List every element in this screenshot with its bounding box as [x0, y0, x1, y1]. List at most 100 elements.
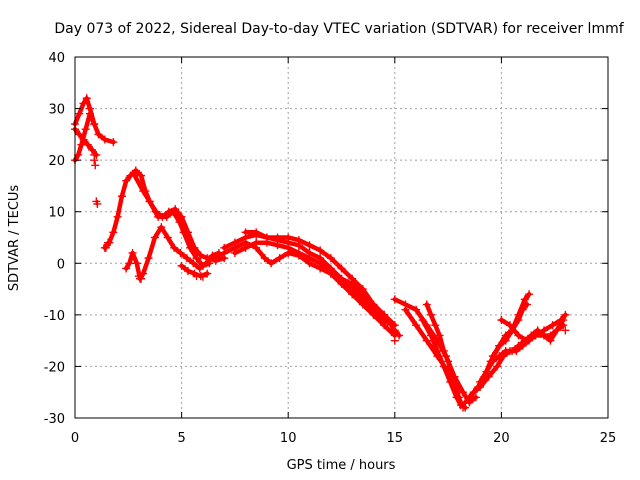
plot-frame	[74, 56, 609, 419]
data-point	[128, 248, 137, 257]
data-point	[316, 246, 325, 255]
x-tick-label: 15	[387, 431, 404, 446]
y-tick-label: 10	[48, 206, 65, 221]
data-point	[337, 279, 346, 288]
data-point	[482, 367, 491, 376]
series-track-6	[130, 171, 214, 270]
data-point	[435, 331, 444, 340]
axis-ticks: 0 5 10 15 20 25 -30 -20 -10 0 10 20 30 40	[44, 51, 617, 446]
series-track-16	[461, 321, 568, 407]
data-point	[220, 243, 229, 252]
data-point	[284, 243, 293, 252]
data-point	[83, 140, 92, 149]
data-point	[412, 305, 421, 314]
data-point	[412, 321, 421, 330]
data-point	[196, 251, 205, 260]
x-tick-label: 10	[280, 431, 297, 446]
data-point	[113, 212, 122, 221]
data-point	[284, 233, 293, 242]
data-point	[488, 352, 497, 361]
data-point	[230, 248, 239, 257]
data-point	[93, 199, 102, 208]
data-point	[422, 300, 431, 309]
data-point	[459, 403, 468, 412]
data-point	[514, 316, 523, 325]
data-point	[448, 372, 457, 381]
data-point	[501, 336, 510, 345]
data-point	[117, 192, 126, 201]
data-point	[230, 238, 239, 247]
data-point	[444, 357, 453, 366]
data-point	[401, 305, 410, 314]
data-point	[252, 228, 261, 237]
data-point	[79, 135, 88, 144]
data-point	[427, 331, 436, 340]
x-axis-label: GPS time / hours	[287, 458, 396, 473]
x-tick-label: 25	[600, 431, 617, 446]
series-track-15	[422, 300, 463, 402]
data-point	[390, 336, 399, 345]
data-point	[82, 94, 91, 103]
data-point	[179, 228, 188, 237]
data-point	[260, 254, 269, 263]
data-point	[198, 272, 207, 281]
data-point	[241, 228, 250, 237]
series-track-11	[241, 228, 399, 330]
data-point	[452, 383, 461, 392]
series-line	[420, 317, 464, 408]
data-point	[326, 269, 335, 278]
data-point	[305, 241, 314, 250]
data-point	[552, 326, 561, 335]
data-point	[518, 305, 527, 314]
y-tick-label: -20	[44, 360, 65, 375]
data-point	[203, 269, 212, 278]
data-point	[273, 241, 282, 250]
data-point	[79, 99, 88, 108]
data-point	[122, 264, 131, 273]
x-tick-label: 0	[71, 431, 79, 446]
y-tick-label: 0	[57, 257, 65, 272]
y-tick-label: -30	[44, 412, 65, 427]
data-point	[369, 300, 378, 309]
data-point	[88, 145, 97, 154]
data-point	[540, 326, 549, 335]
data-point	[508, 346, 517, 355]
data-point	[294, 236, 303, 245]
data-point	[294, 248, 303, 257]
data-point	[546, 336, 555, 345]
data-point	[109, 138, 118, 147]
data-point	[104, 238, 113, 247]
data-point	[557, 316, 566, 325]
data-point	[134, 272, 143, 281]
data-point	[431, 321, 440, 330]
y-tick-label: 40	[48, 51, 65, 66]
data-point	[186, 243, 195, 252]
data-point	[337, 264, 346, 273]
series-line	[477, 317, 566, 385]
data-point	[198, 261, 207, 270]
data-point	[125, 259, 134, 268]
data-point	[81, 125, 90, 134]
series-track-20	[488, 300, 531, 361]
data-point	[75, 109, 84, 118]
data-point	[514, 331, 523, 340]
series-track-1	[71, 94, 118, 147]
data-point	[262, 233, 271, 242]
data-point	[139, 187, 148, 196]
gridlines	[75, 57, 608, 418]
data-point	[192, 254, 201, 263]
data-point	[154, 212, 163, 221]
data-point	[380, 310, 389, 319]
data-point	[548, 321, 557, 330]
data-point	[514, 341, 523, 350]
data-point	[182, 254, 191, 263]
data-point	[100, 135, 109, 144]
data-point	[85, 109, 94, 118]
data-point	[205, 259, 214, 268]
data-point	[150, 233, 159, 242]
data-point	[132, 259, 141, 268]
data-point	[427, 310, 436, 319]
data-point	[275, 254, 284, 263]
data-point	[369, 310, 378, 319]
